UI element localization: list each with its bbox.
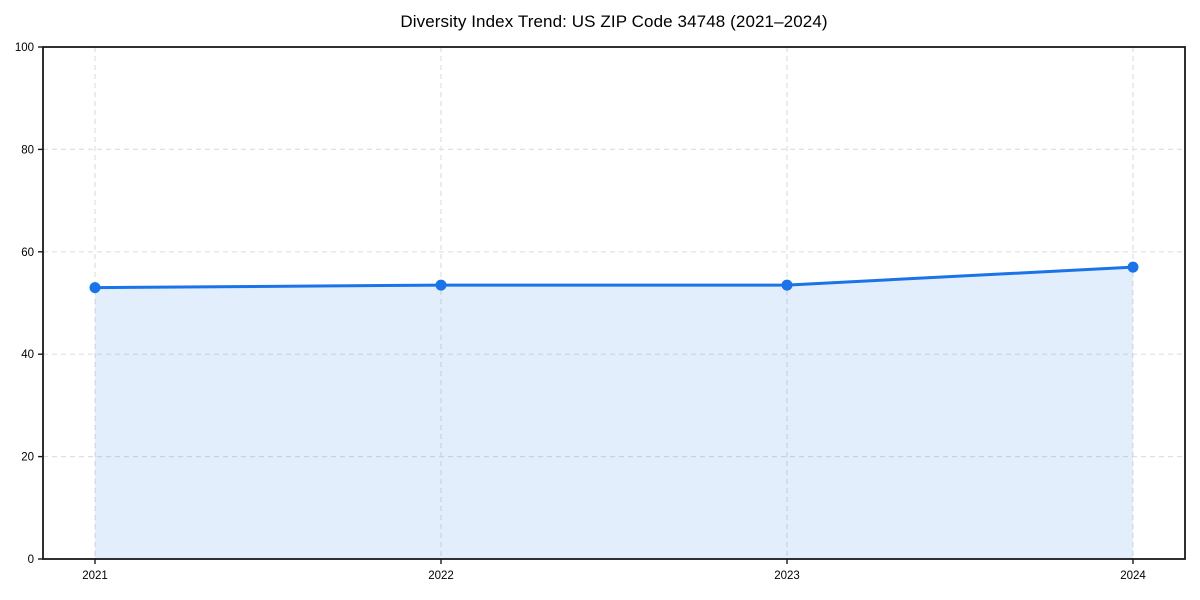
chart-title: Diversity Index Trend: US ZIP Code 34748… — [400, 12, 828, 31]
trend-line — [93, 265, 1135, 290]
x-tick-label: 2023 — [774, 570, 800, 582]
y-tick-label: 100 — [15, 42, 34, 54]
data-point-marker — [89, 282, 101, 294]
x-tick-label: 2022 — [428, 570, 454, 582]
y-tick-label: 60 — [21, 247, 34, 259]
data-point-marker — [435, 279, 447, 291]
data-point-marker — [1127, 261, 1139, 273]
x-tick-label: 2021 — [82, 570, 108, 582]
y-tick-label: 80 — [21, 144, 34, 156]
x-tick-label: 2024 — [1120, 570, 1146, 582]
y-tick-label: 40 — [21, 349, 34, 361]
area-fill — [95, 267, 1133, 559]
y-tick-label: 20 — [21, 452, 34, 464]
y-tick-label: 0 — [28, 554, 34, 566]
data-point-marker — [781, 279, 793, 291]
plot-border — [42, 46, 1186, 560]
